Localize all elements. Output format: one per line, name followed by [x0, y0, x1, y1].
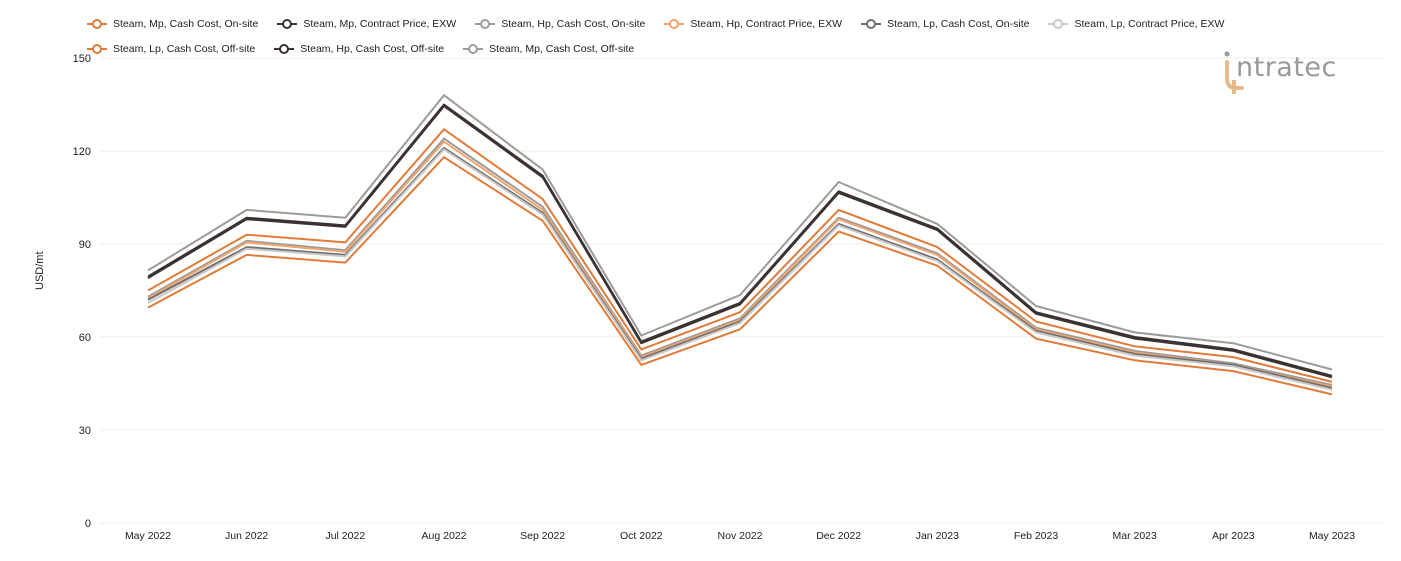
legend-label: Steam, Mp, Cash Cost, Off-site	[489, 43, 635, 55]
x-tick-label: Apr 2023	[1212, 530, 1255, 542]
legend-swatch-icon	[274, 44, 295, 54]
y-tick-labels: 0 30 60 90 120 150	[73, 53, 91, 530]
legend-label: Steam, Hp, Cash Cost, Off-site	[300, 43, 445, 55]
legend-item[interactable]: Steam, Mp, Contract Price, EXW	[276, 14, 456, 34]
series-lines	[147, 94, 1333, 396]
legend-label: Steam, Lp, Cash Cost, On-site	[887, 18, 1030, 30]
x-tick-label: May 2023	[1309, 530, 1355, 542]
legend-label: Steam, Lp, Contract Price, EXW	[1074, 18, 1225, 30]
series-line	[147, 128, 1333, 383]
legend-swatch-icon	[475, 19, 496, 29]
legend-swatch-icon	[87, 19, 107, 29]
y-tick-label: 90	[79, 239, 91, 251]
legend-label: Steam, Hp, Contract Price, EXW	[690, 18, 843, 30]
series-line	[147, 148, 1333, 391]
legend-item[interactable]: Steam, Hp, Cash Cost, Off-site	[273, 39, 444, 59]
y-axis-label: USD/mt	[34, 251, 46, 291]
x-tick-label: Nov 2022	[718, 530, 763, 542]
y-tick-label: 120	[73, 146, 91, 158]
y-tick-label: 30	[79, 425, 91, 437]
logo-text: ntratec	[1236, 52, 1337, 83]
legend-item[interactable]: Steam, Hp, Cash Cost, On-site	[474, 14, 645, 34]
y-tick-label: 0	[85, 518, 91, 530]
legend-item[interactable]: Steam, Mp, Cash Cost, On-site	[86, 14, 258, 34]
legend-swatch-icon	[861, 19, 882, 29]
x-tick-label: Jun 2022	[225, 530, 268, 542]
x-tick-label: Mar 2023	[1112, 530, 1157, 542]
x-tick-label: May 2022	[125, 530, 171, 542]
legend-swatch-icon	[463, 44, 484, 54]
x-tick-label: Oct 2022	[620, 530, 663, 542]
x-tick-label: Jul 2022	[325, 530, 365, 542]
series-line	[147, 146, 1333, 390]
x-tick-label: Jan 2023	[916, 530, 959, 542]
legend-label: Steam, Hp, Cash Cost, On-site	[501, 18, 646, 30]
legend-item[interactable]: Steam, Mp, Cash Cost, Off-site	[462, 39, 634, 59]
chart-legend: Steam, Mp, Cash Cost, On-site Steam, Mp, …	[86, 14, 1376, 64]
legend-label: Steam, Mp, Cash Cost, On-site	[113, 18, 259, 30]
grid-lines	[100, 57, 1384, 524]
legend-item[interactable]: Steam, Hp, Contract Price, EXW	[663, 14, 842, 34]
logo-mark-icon	[1224, 51, 1244, 94]
legend-item[interactable]: Steam, Lp, Contract Price, EXW	[1047, 14, 1224, 34]
legend-swatch-icon	[87, 44, 107, 54]
legend-swatch-icon	[664, 19, 685, 29]
legend-label: Steam, Mp, Contract Price, EXW	[303, 18, 457, 30]
series-line	[147, 94, 1333, 371]
series-line	[147, 156, 1333, 396]
series-line	[147, 140, 1333, 388]
x-tick-label: Dec 2022	[816, 530, 861, 542]
legend-item[interactable]: Steam, Lp, Cash Cost, Off-site	[86, 39, 255, 59]
legend-swatch-icon	[1048, 19, 1069, 29]
y-tick-label: 60	[79, 332, 91, 344]
x-tick-label: Sep 2022	[520, 530, 565, 542]
legend-item[interactable]: Steam, Lp, Cash Cost, On-site	[860, 14, 1029, 34]
intratec-logo: ntratec	[1222, 44, 1372, 96]
series-line	[147, 105, 1333, 379]
x-tick-labels: May 2022 Jun 2022 Jul 2022 Aug 2022 Sep 2022…	[125, 530, 1355, 542]
x-tick-label: Aug 2022	[422, 530, 467, 542]
y-tick-label: 150	[73, 53, 91, 65]
x-tick-label: Feb 2023	[1014, 530, 1059, 542]
legend-swatch-icon	[277, 19, 298, 29]
legend-label: Steam, Lp, Cash Cost, Off-site	[113, 43, 256, 55]
series-line	[147, 137, 1333, 386]
